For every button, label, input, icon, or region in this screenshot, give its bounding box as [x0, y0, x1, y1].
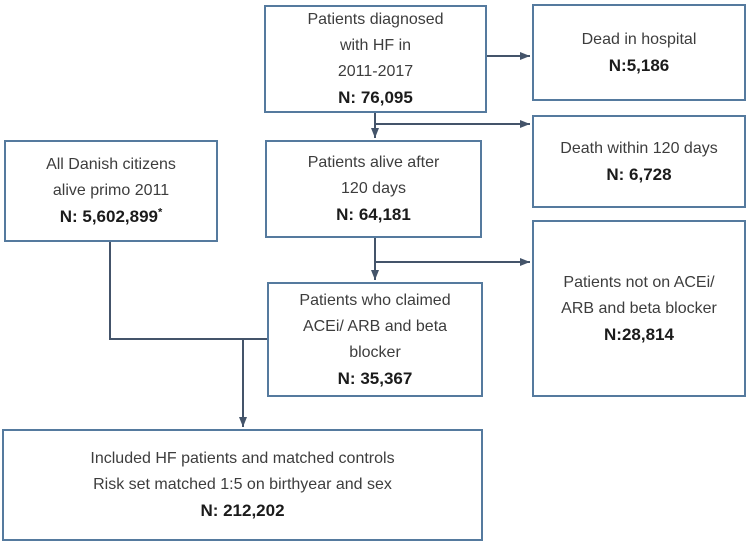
box-n-count: N:28,814 — [604, 324, 674, 344]
box-text-line: Patients alive after — [307, 154, 440, 171]
n-value: N: 5,602,899 — [59, 207, 158, 226]
box-text-line: All Danish citizens — [46, 156, 176, 173]
box-text-line: 2011-2017 — [337, 63, 414, 80]
box-n-count: N: 76,095 — [338, 88, 413, 107]
box-patients-who-claimed: Patients who claimed ACEi/ ARB and beta … — [267, 282, 483, 397]
box-text-line: ACEi/ ARB and beta — [302, 317, 448, 335]
connector-citizens-to-claimed — [109, 241, 268, 340]
box-text-line: Patients not on ACEi/ — [563, 273, 715, 291]
box-text-line: ARB and beta blocker — [561, 299, 717, 317]
box-all-danish-citizens: All Danish citizens alive primo 2011 N: … — [4, 140, 218, 242]
box-included-patients-matched-controls: Included HF patients and matched control… — [2, 429, 483, 541]
box-text-line: blocker — [349, 343, 401, 361]
box-text-line: with HF in — [339, 37, 412, 54]
box-text-line: Patients who claimed — [299, 291, 451, 309]
box-n-count: N: 35,367 — [337, 368, 413, 388]
box-patients-alive-120-days: Patients alive after 120 days N: 64,181 — [265, 140, 482, 238]
box-n-count: N: 212,202 — [200, 501, 285, 520]
box-n-count: N: 64,181 — [336, 205, 411, 224]
box-n-count: N: 5,602,899* — [60, 204, 163, 230]
box-text-line: Patients diagnosed — [307, 11, 444, 28]
box-patients-not-on-acei-arb: Patients not on ACEi/ ARB and beta block… — [532, 220, 746, 397]
box-death-within-120-days: Death within 120 days N: 6,728 — [532, 115, 746, 208]
box-text-line: Risk set matched 1:5 on birthyear and se… — [93, 476, 392, 493]
box-n-count: N:5,186 — [608, 55, 670, 75]
box-text-line: Death within 120 days — [560, 139, 718, 157]
box-text-line: Dead in hospital — [581, 30, 697, 48]
box-n-count: N: 6,728 — [606, 164, 672, 184]
footnote-asterisk: * — [158, 206, 163, 219]
box-dead-in-hospital: Dead in hospital N:5,186 — [532, 4, 746, 101]
box-text-line: alive primo 2011 — [52, 182, 170, 199]
box-text-line: 120 days — [341, 180, 406, 197]
box-text-line: Included HF patients and matched control… — [90, 450, 395, 467]
box-patients-diagnosed: Patients diagnosed with HF in 2011-2017 … — [264, 5, 487, 113]
